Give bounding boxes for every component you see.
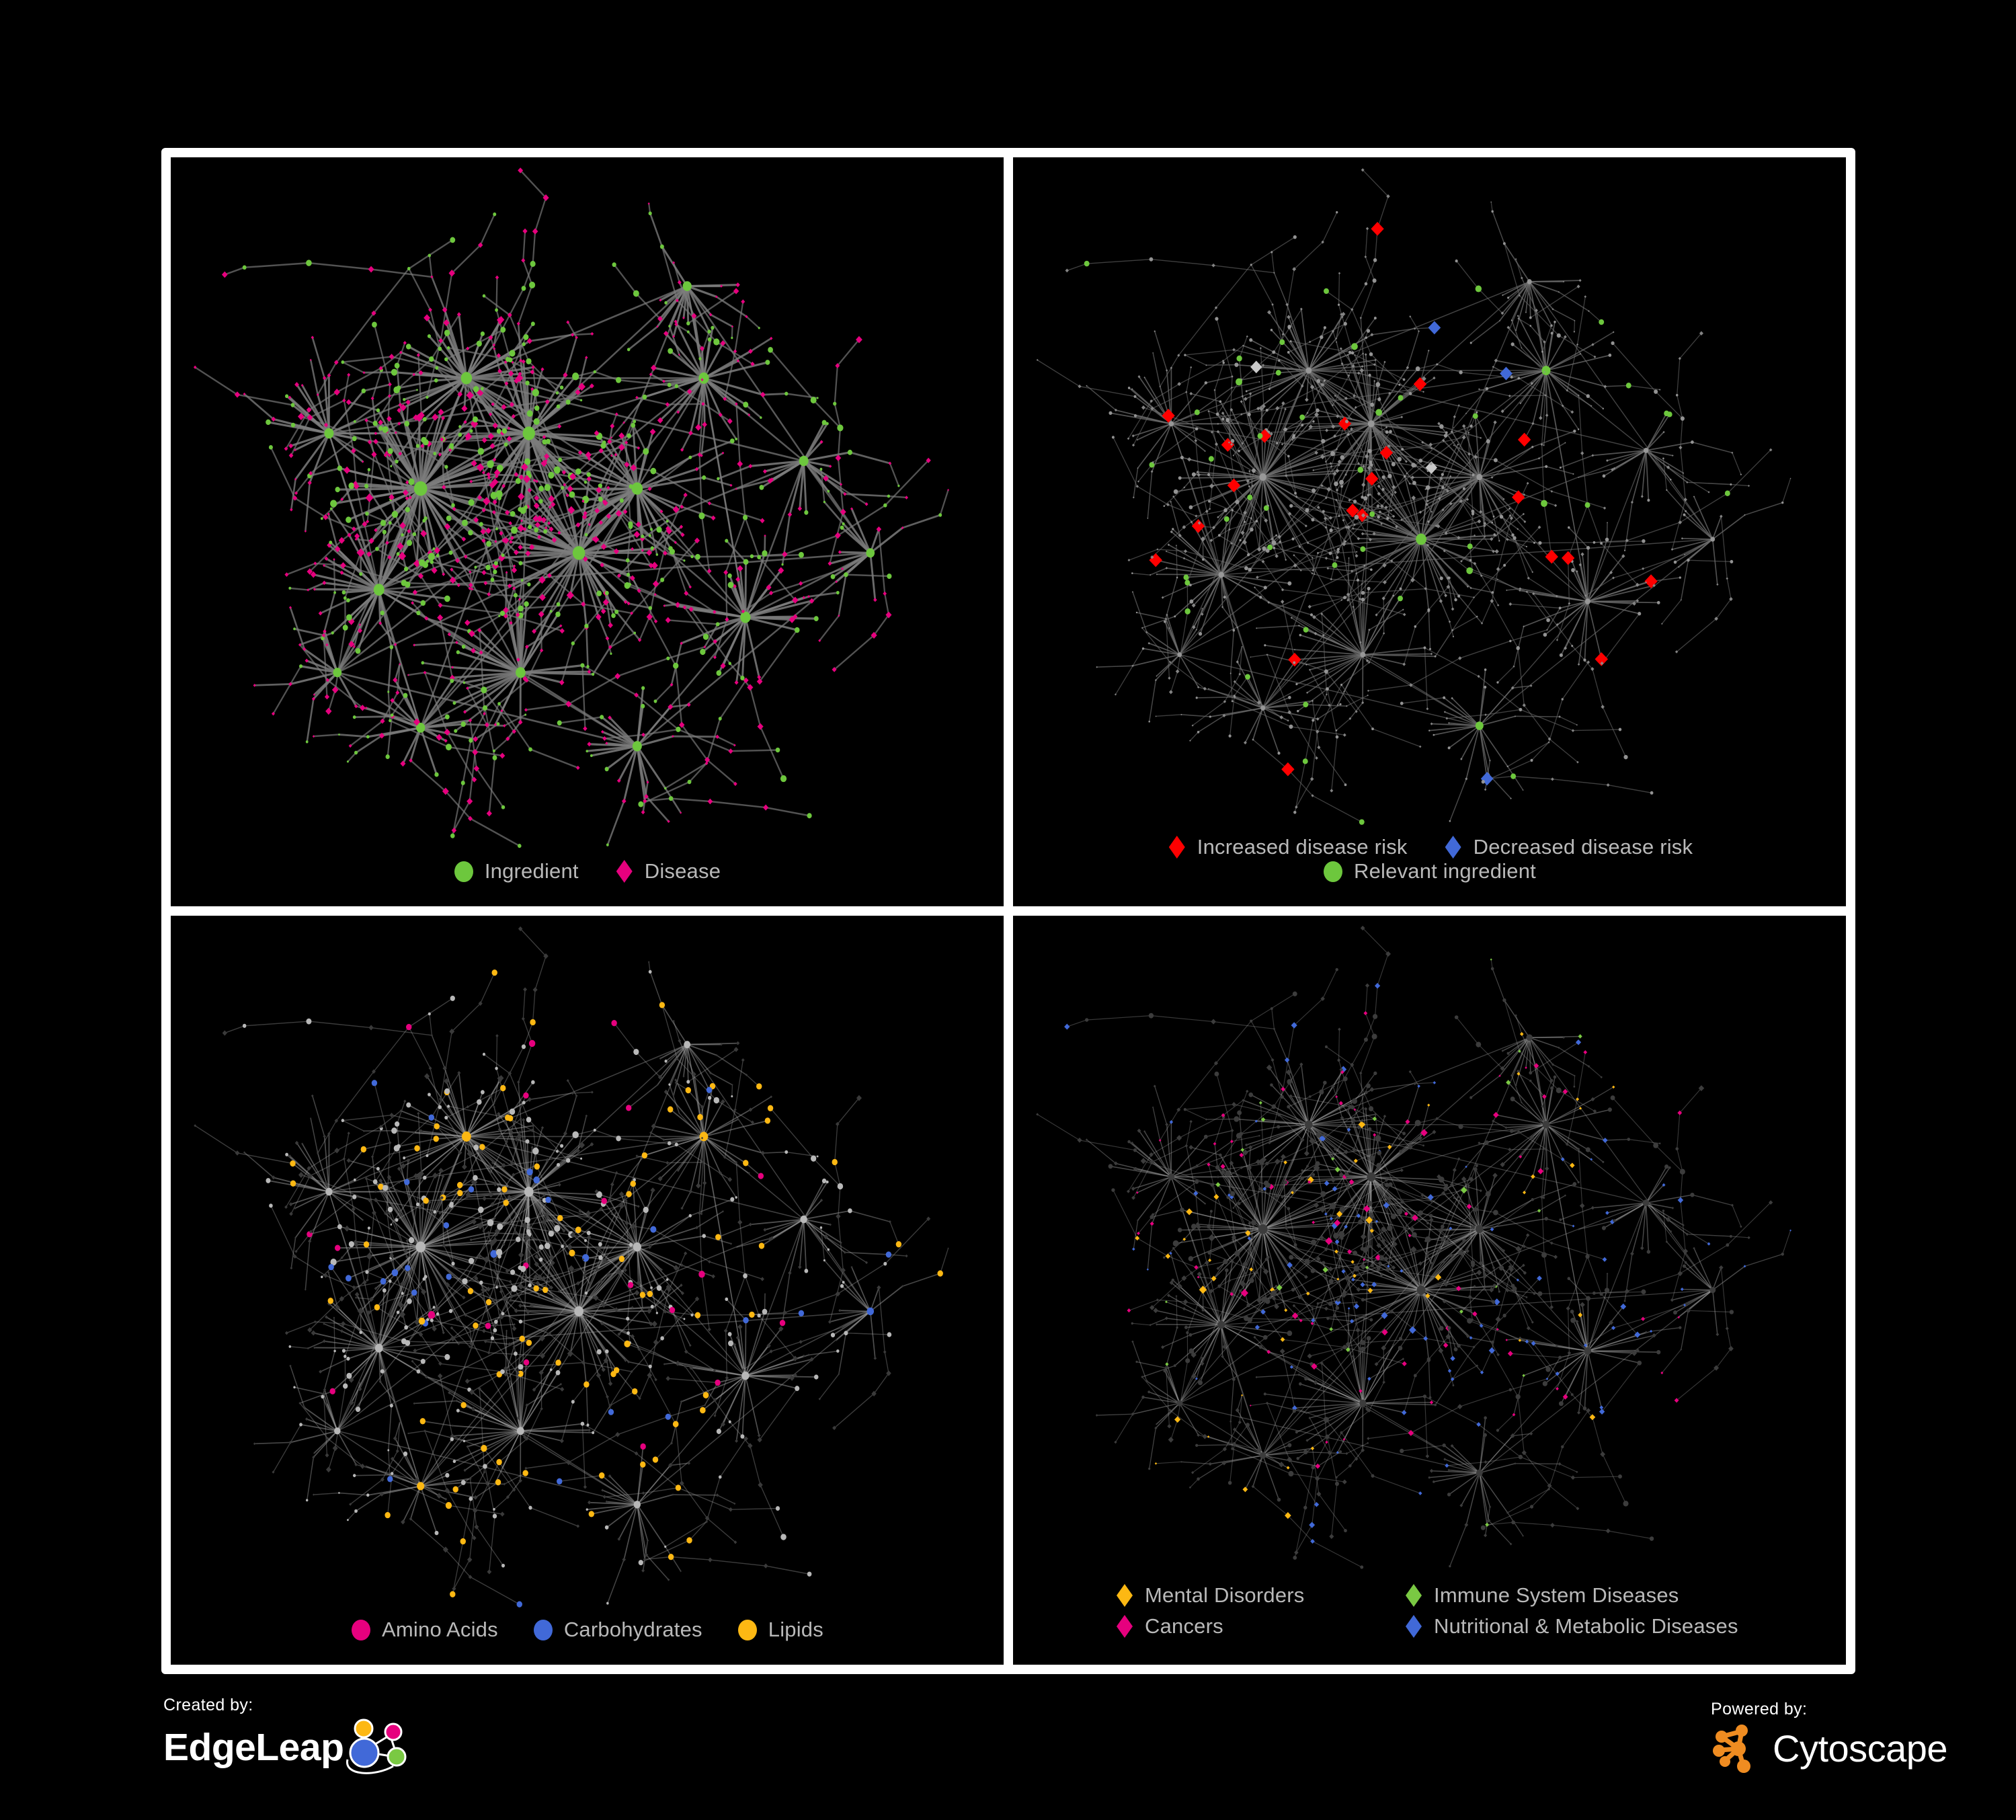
network-graph-disease-risk xyxy=(1036,168,1791,825)
cytoscape-node-mark-icon xyxy=(1713,1725,1750,1773)
cytoscape-logo: Cytoscape xyxy=(1711,1722,1948,1776)
panel-disease-risk[interactable]: Increased disease risk Decreased disease… xyxy=(1013,157,1846,906)
legend-item-cancers: Cancers xyxy=(1114,1614,1403,1638)
legend-label: Ingredient xyxy=(484,859,579,883)
legend-label: Amino Acids xyxy=(382,1618,498,1641)
legend-panel-2: Increased disease risk Decreased disease… xyxy=(1013,832,1846,906)
network-canvas-1[interactable] xyxy=(171,157,1004,857)
network-canvas-4[interactable] xyxy=(1013,916,1846,1577)
panel-disease-class[interactable]: Mental Disorders Immune System Diseases … xyxy=(1013,916,1846,1665)
panel-ingredient-class[interactable]: Amino Acids Carbohydrates Lipids xyxy=(171,916,1004,1665)
legend-label: Relevant ingredient xyxy=(1354,859,1536,883)
legend-item-amino-acids: Amino Acids xyxy=(351,1618,498,1642)
powered-by-branding: Powered by: xyxy=(1711,1700,1948,1776)
legend-label: Carbohydrates xyxy=(563,1618,702,1641)
legend-label: Mental Disorders xyxy=(1145,1583,1305,1607)
network-canvas-3[interactable] xyxy=(171,916,1004,1615)
panel-grid: Ingredient Disease Increased disease xyxy=(167,154,1849,1668)
network-graph-disease-class xyxy=(1036,925,1791,1569)
orange-circle-icon xyxy=(737,1618,758,1642)
legend-item-relevant-ingredient: Relevant ingredient xyxy=(1323,859,1536,883)
legend-label: Increased disease risk xyxy=(1197,835,1408,859)
footer: Created by: EdgeLeap Powered by: xyxy=(0,1681,2016,1820)
network-graph-ingredient-class xyxy=(194,926,949,1608)
green-circle-icon xyxy=(1323,859,1343,883)
legend-item-carbohydrates: Carbohydrates xyxy=(533,1618,702,1642)
legend-item-decreased-risk: Decreased disease risk xyxy=(1443,835,1693,859)
legend-item-increased-risk: Increased disease risk xyxy=(1166,835,1408,859)
legend-panel-1: Ingredient Disease xyxy=(171,857,1004,906)
legend-panel-3: Amino Acids Carbohydrates Lipids xyxy=(171,1615,1004,1665)
panel-ingredient-disease[interactable]: Ingredient Disease xyxy=(171,157,1004,906)
orange-diamond-icon xyxy=(1114,1583,1134,1608)
pink-diamond-icon xyxy=(1114,1614,1134,1638)
edgeleap-node-mark-icon xyxy=(346,1718,407,1774)
powered-by-eyebrow: Powered by: xyxy=(1711,1700,1808,1718)
legend-item-nutritional-metabolic-diseases: Nutritional & Metabolic Diseases xyxy=(1403,1614,1779,1638)
created-by-eyebrow: Created by: xyxy=(163,1696,253,1714)
legend-item-mental-disorders: Mental Disorders xyxy=(1114,1583,1403,1608)
legend-label: Decreased disease risk xyxy=(1473,835,1693,859)
blue-diamond-icon xyxy=(1443,835,1463,859)
legend-label: Nutritional & Metabolic Diseases xyxy=(1434,1614,1738,1638)
legend-item-disease: Disease xyxy=(614,859,721,883)
edgeleap-wordmark: EdgeLeap xyxy=(163,1725,344,1769)
legend-item-lipids: Lipids xyxy=(737,1618,823,1642)
legend-label: Immune System Diseases xyxy=(1434,1583,1679,1607)
pink-diamond-icon xyxy=(614,859,634,883)
legend-label: Cancers xyxy=(1145,1614,1223,1638)
blue-circle-icon xyxy=(533,1618,553,1642)
cytoscape-wordmark: Cytoscape xyxy=(1773,1727,1948,1770)
pink-circle-icon xyxy=(351,1618,371,1642)
legend-item-ingredient: Ingredient xyxy=(454,859,579,883)
green-circle-icon xyxy=(454,859,474,883)
red-diamond-icon xyxy=(1166,835,1186,859)
green-diamond-icon xyxy=(1403,1583,1423,1608)
blue-diamond-icon xyxy=(1403,1614,1423,1638)
network-graph-ingredient-disease xyxy=(193,167,949,848)
figure-frame: Ingredient Disease Increased disease xyxy=(161,148,1855,1674)
edgeleap-logo: EdgeLeap xyxy=(163,1718,417,1777)
network-canvas-2[interactable] xyxy=(1013,157,1846,832)
legend-item-immune-system-diseases: Immune System Diseases xyxy=(1403,1583,1779,1608)
legend-label: Lipids xyxy=(768,1618,823,1641)
legend-panel-4: Mental Disorders Immune System Diseases … xyxy=(1013,1577,1846,1665)
created-by-branding: Created by: EdgeLeap xyxy=(163,1696,417,1777)
legend-label: Disease xyxy=(644,859,721,883)
